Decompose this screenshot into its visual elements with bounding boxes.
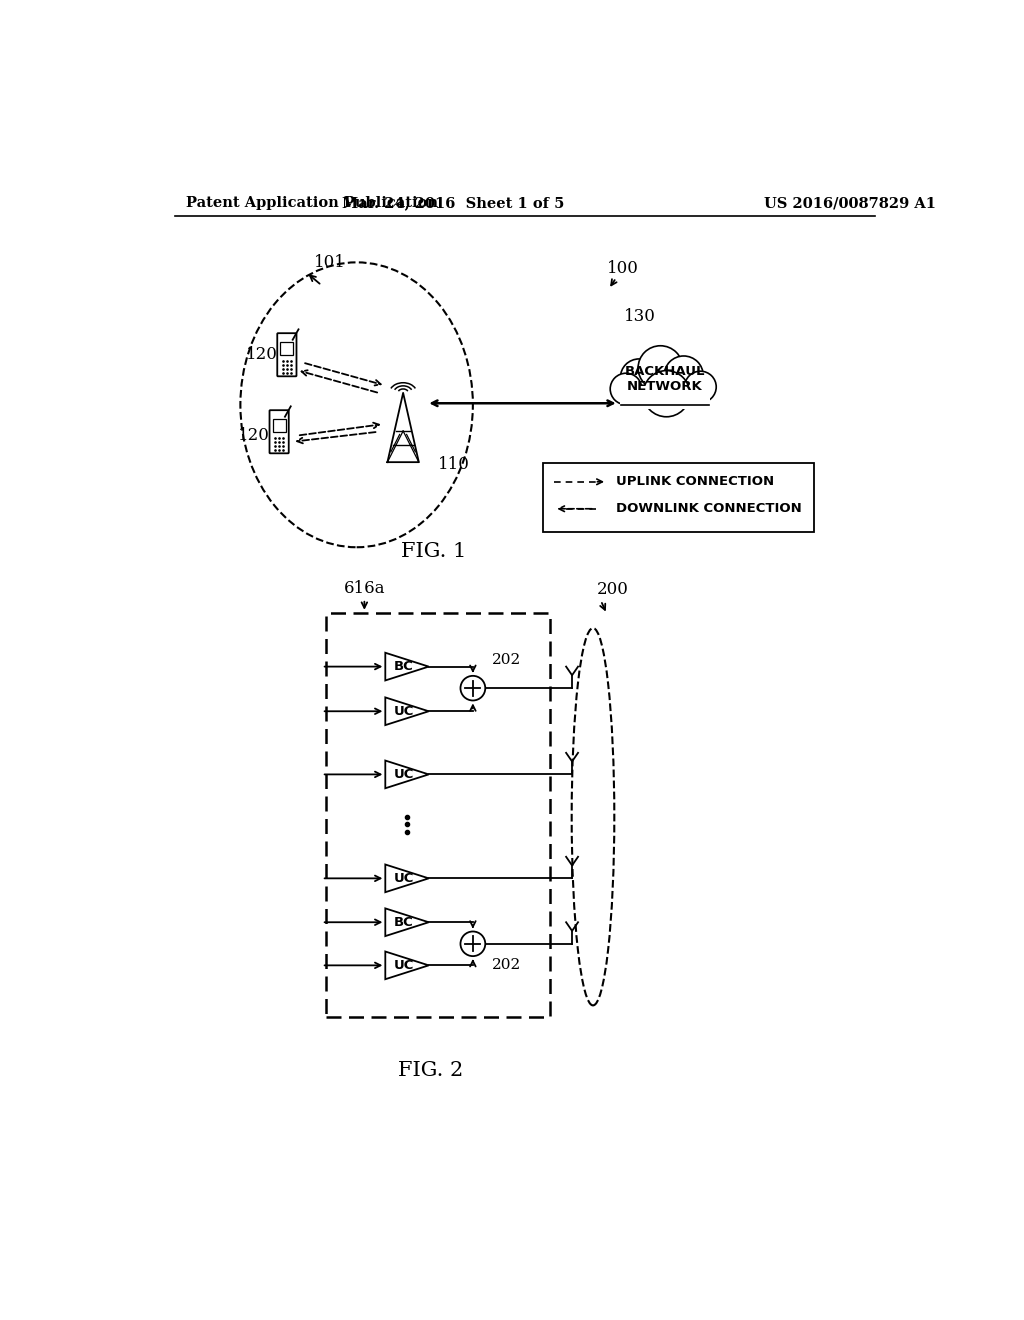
Text: 616a: 616a xyxy=(344,579,385,597)
Text: UPLINK CONNECTION: UPLINK CONNECTION xyxy=(616,475,774,488)
Text: BC: BC xyxy=(393,660,414,673)
Text: Mar. 24, 2016  Sheet 1 of 5: Mar. 24, 2016 Sheet 1 of 5 xyxy=(342,197,564,210)
Text: 101: 101 xyxy=(313,253,345,271)
Circle shape xyxy=(685,371,716,403)
Text: Patent Application Publication: Patent Application Publication xyxy=(186,197,438,210)
Polygon shape xyxy=(385,653,429,681)
Text: UC: UC xyxy=(393,705,414,718)
FancyBboxPatch shape xyxy=(269,411,289,453)
Text: 130: 130 xyxy=(624,308,656,325)
Polygon shape xyxy=(385,908,429,936)
Text: 200: 200 xyxy=(596,581,629,598)
Text: 202: 202 xyxy=(493,958,521,973)
Polygon shape xyxy=(385,865,429,892)
Bar xyxy=(281,342,294,355)
Polygon shape xyxy=(385,760,429,788)
Text: DOWNLINK CONNECTION: DOWNLINK CONNECTION xyxy=(616,502,802,515)
Text: FIG. 1: FIG. 1 xyxy=(401,541,467,561)
Circle shape xyxy=(638,346,683,391)
Polygon shape xyxy=(385,697,429,725)
Circle shape xyxy=(621,359,657,396)
Text: UC: UC xyxy=(393,871,414,884)
Text: FIG. 2: FIG. 2 xyxy=(397,1061,463,1080)
Text: US 2016/0087829 A1: US 2016/0087829 A1 xyxy=(764,197,936,210)
Bar xyxy=(326,612,550,1016)
Bar xyxy=(543,462,814,532)
Text: 120: 120 xyxy=(238,428,270,444)
FancyBboxPatch shape xyxy=(278,333,297,376)
Bar xyxy=(621,385,710,409)
Text: BC: BC xyxy=(393,916,414,929)
Polygon shape xyxy=(385,952,429,979)
Text: 100: 100 xyxy=(606,260,638,277)
Circle shape xyxy=(461,932,485,956)
Text: 110: 110 xyxy=(438,457,470,474)
Circle shape xyxy=(461,676,485,701)
Circle shape xyxy=(643,371,690,417)
Text: UC: UC xyxy=(393,958,414,972)
Circle shape xyxy=(610,374,642,405)
Text: 120: 120 xyxy=(246,346,278,363)
Bar xyxy=(272,418,286,432)
Text: 202: 202 xyxy=(493,653,521,668)
Text: UC: UC xyxy=(393,768,414,781)
Circle shape xyxy=(665,356,703,395)
Text: BACKHAUL
NETWORK: BACKHAUL NETWORK xyxy=(625,366,706,393)
